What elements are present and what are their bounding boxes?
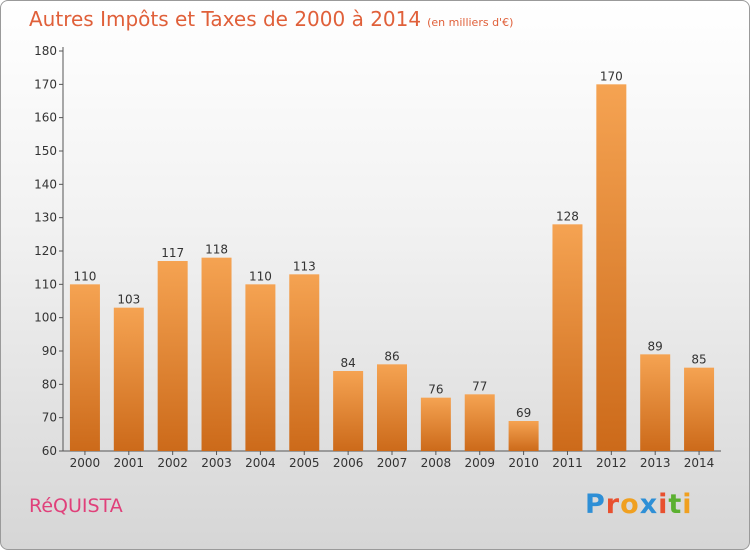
bar-value-label: 85 — [691, 353, 706, 367]
x-tick-label: 2002 — [157, 456, 188, 470]
y-tick-label: 70 — [42, 411, 57, 425]
logo-letter: i — [682, 489, 693, 520]
logo-letter: x — [639, 489, 659, 520]
x-tick-label: 2001 — [114, 456, 145, 470]
bar — [596, 84, 627, 451]
x-tick-label: 2014 — [684, 456, 715, 470]
title-text: Autres Impôts et Taxes de 2000 à 2014 — [29, 7, 422, 31]
x-tick-label: 2008 — [421, 456, 452, 470]
bar — [69, 284, 100, 451]
bar — [640, 354, 671, 451]
commune-name: RéQUISTA — [29, 495, 123, 517]
bar — [333, 371, 364, 451]
logo-letter: r — [605, 489, 621, 520]
logo-letter: P — [585, 489, 606, 520]
logo-letter: o — [620, 489, 640, 520]
bar-value-label: 89 — [648, 339, 663, 353]
bar-value-label: 110 — [73, 269, 96, 283]
y-tick-label: 80 — [42, 377, 57, 391]
x-tick-label: 2004 — [245, 456, 276, 470]
bar — [113, 307, 144, 451]
bar — [377, 364, 407, 451]
bar — [289, 274, 320, 451]
logo-letter: t — [668, 489, 683, 520]
bar-value-label: 86 — [384, 349, 399, 363]
bar-value-label: 84 — [340, 356, 355, 370]
x-tick-label: 2010 — [508, 456, 539, 470]
y-tick-label: 180 — [34, 44, 57, 58]
bar — [508, 421, 539, 451]
bar — [552, 224, 583, 451]
bar — [684, 367, 715, 451]
x-tick-label: 2012 — [596, 456, 627, 470]
y-tick-label: 140 — [34, 177, 57, 191]
bar — [245, 284, 276, 451]
y-tick-label: 60 — [42, 444, 57, 458]
x-tick-label: 2006 — [333, 456, 364, 470]
y-tick-label: 90 — [42, 344, 57, 358]
y-tick-label: 150 — [34, 144, 57, 158]
bar-value-label: 110 — [249, 269, 272, 283]
x-tick-label: 2011 — [552, 456, 583, 470]
bar-value-label: 76 — [428, 383, 443, 397]
proxiti-logo: Proxiti — [585, 489, 693, 520]
title-unit: (en milliers d'€) — [427, 16, 514, 29]
x-tick-label: 2013 — [640, 456, 671, 470]
x-tick-label: 2009 — [464, 456, 495, 470]
x-tick-label: 2000 — [70, 456, 101, 470]
bars: 110 103 117 118 110 113 84 86 76 77 69 128 170 89 85 — [69, 69, 715, 451]
bar-value-label: 69 — [516, 406, 531, 420]
axes: 60 70 80 90 100 110 120 130 140 150 160 170 180 2000 2… — [34, 44, 721, 470]
bar — [464, 394, 495, 451]
y-tick-label: 120 — [34, 244, 57, 258]
bar-value-label: 113 — [293, 259, 316, 273]
bar-value-label: 103 — [117, 293, 140, 307]
bar-value-label: 77 — [472, 379, 487, 393]
y-tick-label: 170 — [34, 77, 57, 91]
bar — [420, 397, 451, 451]
logo-letter: i — [658, 489, 669, 520]
x-tick-label: 2007 — [377, 456, 408, 470]
y-tick-label: 100 — [34, 311, 57, 325]
bar — [157, 261, 188, 451]
bar-value-label: 170 — [600, 69, 623, 83]
y-tick-label: 130 — [34, 211, 57, 225]
bar-value-label: 128 — [556, 209, 579, 223]
x-tick-label: 2005 — [289, 456, 320, 470]
bar-value-label: 117 — [161, 246, 184, 260]
y-tick-label: 110 — [34, 277, 57, 291]
bar-value-label: 118 — [205, 243, 228, 257]
chart-title: Autres Impôts et Taxes de 2000 à 2014 (en… — [29, 7, 513, 31]
x-tick-label: 2003 — [201, 456, 232, 470]
bar — [201, 257, 232, 451]
y-tick-label: 160 — [34, 111, 57, 125]
